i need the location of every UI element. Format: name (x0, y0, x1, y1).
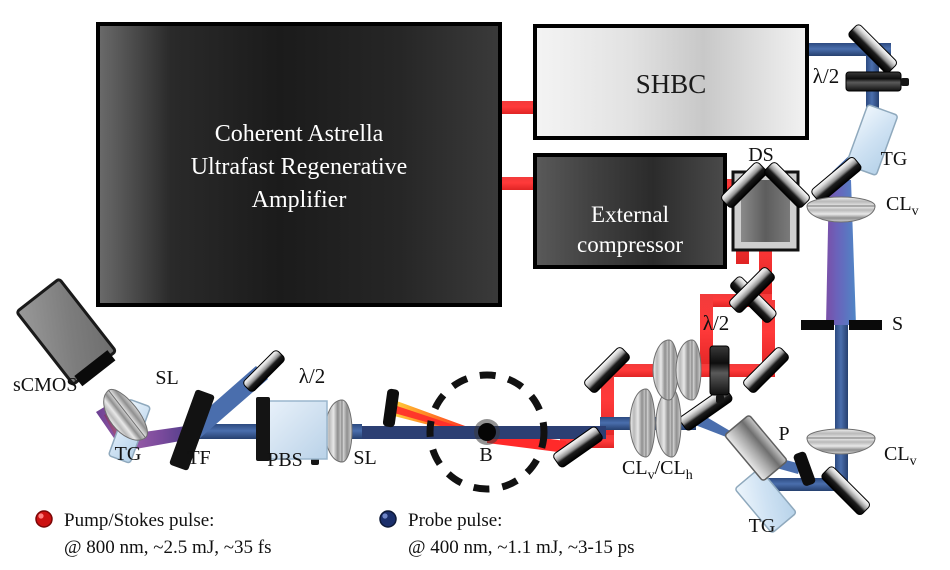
legend-probe-title: Probe pulse: (408, 510, 502, 531)
beam-legend: Pump/Stokes pulse: @ 800 nm, ~2.5 mJ, ~3… (35, 510, 634, 558)
legend-item-pump-stokes: Pump/Stokes pulse: @ 800 nm, ~2.5 mJ, ~3… (35, 510, 271, 558)
mirror-probe-bottom-right[interactable] (820, 465, 871, 516)
cylindrical-lens-v-1[interactable] (806, 196, 876, 223)
legend-dot-probe (379, 510, 397, 528)
label-cylindrical-lens-v-1: CLv (886, 193, 919, 219)
compressor-label-line-2: compressor (577, 232, 683, 257)
label-half-waveplate-2: λ/2 (703, 311, 730, 335)
legend-dot-pump-highlight (38, 513, 44, 519)
pump-segment-amp-to-compressor (495, 177, 541, 190)
slit[interactable] (801, 320, 882, 330)
compressor-label-line-1: External (591, 202, 669, 227)
delay-stage-assembly[interactable] (720, 161, 811, 252)
cylindrical-lenses-v-h[interactable] (629, 388, 682, 458)
legend-dot-pump (35, 510, 53, 528)
label-transmission-grating-1: TG (881, 148, 908, 170)
half-waveplate-1[interactable] (845, 71, 909, 92)
pump-segment-amp-to-shbc (495, 101, 541, 114)
probe-segment-after-slit (835, 325, 848, 457)
label-transmission-grating-3: TG (115, 443, 142, 465)
label-half-waveplate-3: λ/2 (299, 364, 326, 388)
label-polarizer: P (778, 423, 789, 445)
label-half-waveplate-1: λ/2 (813, 64, 840, 88)
label-cylindrical-lens-v-2: CLv (884, 443, 917, 469)
mirror-probe-above-pbs[interactable] (242, 349, 286, 393)
legend-pump-title: Pump/Stokes pulse: (64, 510, 214, 531)
polarizer[interactable] (724, 415, 788, 482)
amplifier-label-line-1: Coherent Astrella (215, 121, 384, 147)
label-tunable-filter: TF (187, 447, 210, 469)
label-spherical-lens-1: SL (155, 367, 178, 389)
scmos-camera[interactable] (16, 278, 121, 390)
label-burst-point: B (479, 444, 492, 466)
mirror-pump-to-sample[interactable] (552, 426, 604, 469)
external-compressor-box[interactable]: External compressor (533, 153, 727, 269)
pump-lens-1[interactable] (652, 339, 679, 401)
laser-amplifier-box[interactable]: Coherent Astrella Ultrafast Regenerative… (96, 22, 502, 307)
legend-probe-spec: @ 400 nm, ~1.1 mJ, ~3-15 ps (408, 537, 634, 558)
label-transmission-grating-2: TG (749, 515, 776, 537)
shbc-box[interactable]: SHBC (533, 24, 809, 140)
ds-mirror-left[interactable] (720, 161, 768, 209)
label-ds: DS (748, 144, 774, 166)
burst-point-core (478, 423, 496, 441)
polarizing-beam-splitter[interactable] (256, 397, 329, 461)
component-labels: DS λ/2 TG CLv S CLv TG P λ/2 CLv/CLh B S… (13, 64, 919, 537)
legend-dot-probe-highlight (382, 513, 388, 519)
label-scmos-camera: sCMOS (13, 374, 77, 396)
spherical-lens-2[interactable] (324, 399, 353, 463)
tunable-filter[interactable] (169, 389, 215, 471)
legend-item-probe: Probe pulse: @ 400 nm, ~1.1 mJ, ~3-15 ps (379, 510, 634, 558)
cylindrical-lens-v-pair-left[interactable] (629, 388, 656, 458)
mirror-pump-compressor-out[interactable] (728, 266, 776, 314)
shbc-label: SHBC (636, 69, 707, 99)
half-waveplate-2[interactable] (709, 345, 730, 403)
instrument-boxes: Coherent Astrella Ultrafast Regenerative… (96, 22, 809, 307)
legend-pump-spec: @ 800 nm, ~2.5 mJ, ~35 fs (64, 537, 271, 558)
pump-lens-2[interactable] (675, 339, 702, 401)
mirror-pump-right-turn[interactable] (742, 346, 790, 394)
spherical-lens-1[interactable] (94, 384, 154, 449)
mirror-pump-left-turn[interactable] (583, 346, 631, 394)
transmission-grating-1[interactable] (846, 104, 898, 176)
label-polarizing-beam-splitter: PBS (267, 449, 303, 471)
beam-dump-mirror[interactable] (793, 451, 817, 487)
cylindrical-lens-v-2[interactable] (806, 428, 876, 455)
label-cylindrical-lenses-vh: CLv/CLh (622, 457, 693, 483)
label-slit: S (892, 313, 903, 335)
mirror-emission-collect[interactable] (382, 388, 400, 428)
transmission-grating-2[interactable] (735, 468, 797, 533)
mirror-probe-shbc-exit[interactable] (847, 23, 898, 74)
amplifier-label-line-3: Amplifier (252, 187, 347, 213)
probe-segment-bottom-horizontal (762, 478, 840, 491)
mirror-probe-after-tg1[interactable] (810, 156, 862, 204)
amplifier-label-line-2: Ultrafast Regenerative (191, 154, 408, 180)
label-spherical-lens-2: SL (353, 447, 376, 469)
sample-region (426, 371, 548, 493)
ds-mirror-right[interactable] (763, 161, 811, 209)
